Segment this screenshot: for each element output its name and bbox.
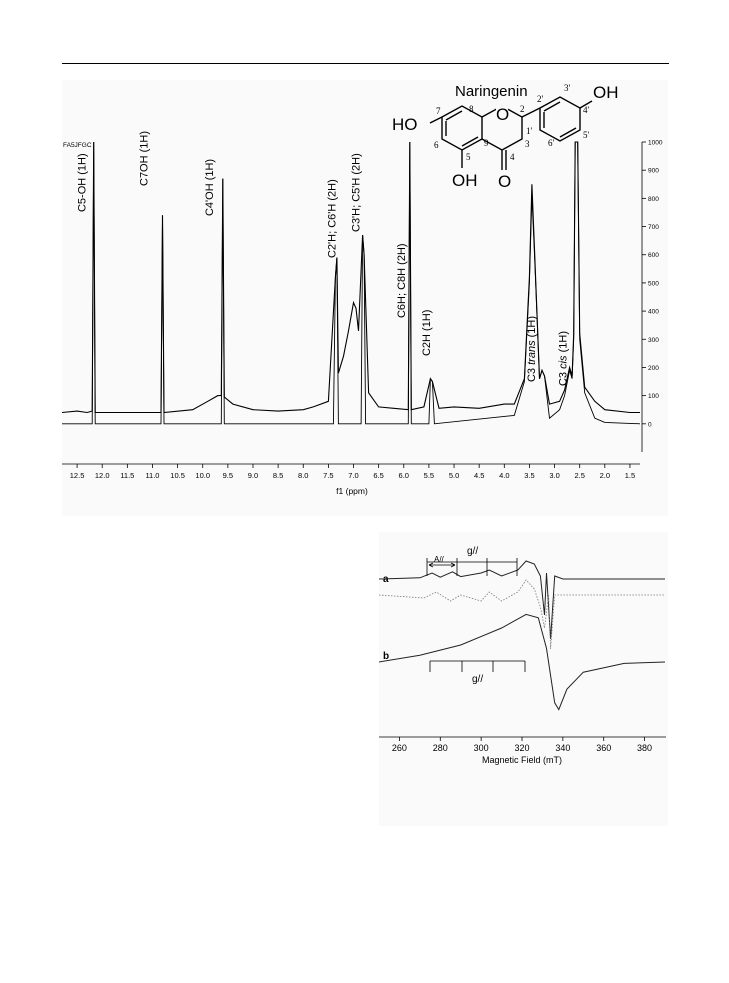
atom-number-5p: 5' — [583, 130, 590, 140]
atom-number-5: 5 — [466, 152, 471, 162]
nmr-peak-label: C4'OH (1H) — [204, 159, 216, 216]
nmr-x-tick-label: 8.0 — [298, 471, 308, 480]
ho-group: HO — [392, 115, 418, 134]
nmr-x-tick-label: 4.0 — [499, 471, 509, 480]
atom-number-3p: 3' — [564, 83, 571, 93]
atom-number-4p: 4' — [583, 105, 590, 115]
nmr-y-tick-label: 300 — [648, 337, 659, 344]
nmr-x-tick-label: 8.5 — [273, 471, 283, 480]
nmr-peak-label: C5-OH (1H) — [77, 153, 89, 212]
nmr-trace-1 — [62, 141, 640, 414]
nmr-y-tick-label: 500 — [648, 280, 659, 287]
nmr-corner-label: FA5JFGC — [63, 142, 92, 149]
nmr-peak-label: C3 trans (1H) — [526, 316, 538, 382]
epr-trace-b-solid — [379, 613, 666, 711]
atom-number-6: 6 — [434, 140, 439, 150]
epr-x-tick-label: 340 — [555, 743, 570, 753]
carbonyl-oxygen: O — [498, 172, 511, 191]
atom-number-2: 2 — [520, 104, 525, 114]
oh-group-c4p: OH — [593, 83, 619, 102]
nmr-x-tick-label: 10.0 — [195, 471, 210, 480]
atom-number-6p: 6' — [548, 138, 555, 148]
epr-x-tick-label: 280 — [433, 743, 448, 753]
g-parallel-label-top: g// — [467, 546, 478, 557]
nmr-peak-label: C3'H; C5'H (2H) — [351, 153, 363, 232]
trace-label-b: b — [383, 651, 389, 662]
atom-number-2p: 2' — [537, 94, 544, 104]
a-parallel-arrow — [428, 562, 456, 568]
nmr-x-tick-label: 9.5 — [223, 471, 233, 480]
nmr-y-tick-label: 1000 — [648, 140, 663, 147]
ring-oxygen: O — [496, 105, 509, 124]
epr-x-tick-label: 300 — [474, 743, 489, 753]
nmr-peak-label: C6H; C8H (2H) — [396, 243, 408, 318]
molecule-title: Naringenin — [455, 83, 528, 100]
nmr-y-tick-label: 100 — [648, 393, 659, 400]
nmr-peak-label: C3 cis (1H) — [558, 331, 570, 386]
nmr-y-tick-label: 700 — [648, 224, 659, 231]
nmr-x-tick-label: 10.5 — [170, 471, 185, 480]
atom-number-7: 7 — [436, 106, 441, 116]
nmr-x-tick-label: 12.0 — [95, 471, 110, 480]
epr-x-tick-label: 380 — [637, 743, 652, 753]
nmr-y-tick-label: 600 — [648, 252, 659, 259]
epr-x-tick-label: 260 — [392, 743, 407, 753]
nmr-x-tick-label: 5.5 — [424, 471, 434, 480]
atom-number-1p: 1' — [526, 126, 533, 136]
nmr-x-tick-label: 12.5 — [70, 471, 85, 480]
nmr-x-tick-label: 6.0 — [399, 471, 409, 480]
nmr-y-tick-label: 400 — [648, 309, 659, 316]
trace-label-a: a — [383, 574, 389, 585]
nmr-peak-label: C2'H; C6'H (2H) — [326, 179, 338, 258]
nmr-y-tick-label: 0 — [648, 421, 652, 428]
nmr-x-tick-label: 7.5 — [323, 471, 333, 480]
nmr-x-tick-label: 11.0 — [145, 471, 159, 480]
nmr-x-tick-label: 11.5 — [120, 471, 134, 480]
epr-spectrum-chart: 260 280 300 320 340 360 380 Magnetic Field (mT)… — [379, 546, 666, 765]
oh-group-c5: OH — [452, 171, 478, 190]
epr-trace-a-solid — [379, 560, 665, 640]
nmr-x-tick-label: 9.0 — [248, 471, 258, 480]
nmr-spectrum-figure: 12.5 12.0 11.5 11.0 10.5 10.0 9.5 9.0 8.5 8.0 7.5 7… — [62, 80, 668, 516]
epr-x-tick-label: 360 — [596, 743, 611, 753]
nmr-peak-label: C2H (1H) — [421, 310, 433, 356]
nmr-x-tick-label: 3.5 — [524, 471, 534, 480]
atom-number-8: 8 — [469, 104, 474, 114]
nmr-x-tick-label: 7.0 — [348, 471, 358, 480]
naringenin-structure: Naringenin HO OH OH █ O O 2 — [392, 83, 619, 191]
epr-trace-a-dotted — [379, 579, 665, 650]
nmr-spectrum-chart: 12.5 12.0 11.5 11.0 10.5 10.0 9.5 9.0 8.5 8.0 7.5 7… — [62, 83, 663, 496]
nmr-x-tick-label: 4.5 — [474, 471, 484, 480]
a-parallel-label: A// — [434, 555, 445, 564]
nmr-x-tick-label: 2.0 — [600, 471, 610, 480]
atom-number-3: 3 — [525, 139, 530, 149]
nmr-x-tick-label: 2.5 — [574, 471, 584, 480]
epr-x-axis-label: Magnetic Field (mT) — [482, 755, 562, 765]
nmr-y-tick-label: 200 — [648, 365, 659, 372]
g-parallel-bracket-top — [426, 558, 518, 576]
atom-number-9: 9 — [484, 138, 489, 148]
epr-spectrum-figure: 260 280 300 320 340 360 380 Magnetic Field (mT)… — [379, 532, 668, 826]
nmr-peak-label: C7OH (1H) — [139, 131, 151, 186]
nmr-x-tick-label: 3.0 — [549, 471, 559, 480]
nmr-x-tick-label: 1.5 — [625, 471, 635, 480]
svg-text:█: █ — [496, 105, 509, 127]
nmr-x-tick-label: 5.0 — [449, 471, 459, 480]
page-header-rule — [62, 63, 669, 64]
g-parallel-label-bottom: g// — [472, 674, 483, 685]
nmr-y-tick-label: 800 — [648, 196, 659, 203]
nmr-y-tick-label: 900 — [648, 168, 659, 175]
epr-x-tick-label: 320 — [514, 743, 529, 753]
nmr-x-tick-label: 6.5 — [373, 471, 383, 480]
g-parallel-bracket-bottom — [429, 660, 526, 672]
atom-number-4: 4 — [510, 152, 515, 162]
nmr-x-axis-label: f1 (ppm) — [336, 486, 368, 496]
